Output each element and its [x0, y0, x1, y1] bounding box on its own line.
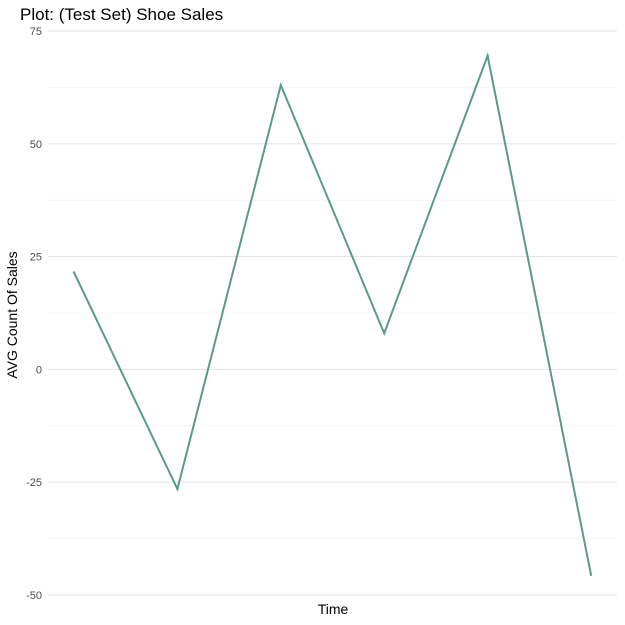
grid [48, 30, 617, 596]
y-axis-label: AVG Count Of Sales [4, 251, 20, 378]
data-point [176, 487, 179, 491]
data-point [279, 83, 282, 87]
y-tick-label: 50 [30, 139, 42, 151]
x-axis-label: Time [318, 601, 349, 617]
y-tick-label: 25 [30, 252, 42, 264]
data-point [383, 332, 386, 335]
data-point [486, 54, 489, 58]
y-tick-label: 0 [36, 364, 42, 376]
data-point [72, 271, 76, 274]
y-tick-label: -25 [26, 477, 42, 489]
data-point [589, 573, 593, 576]
series-group [72, 52, 593, 576]
y-tick-label: 75 [30, 26, 42, 38]
series-line [73, 52, 592, 575]
y-tick-label: -50 [26, 590, 42, 602]
chart-title: Plot: (Test Set) Shoe Sales [20, 5, 223, 24]
y-axis-ticks: -50 -25 0 25 50 75 [26, 26, 42, 602]
